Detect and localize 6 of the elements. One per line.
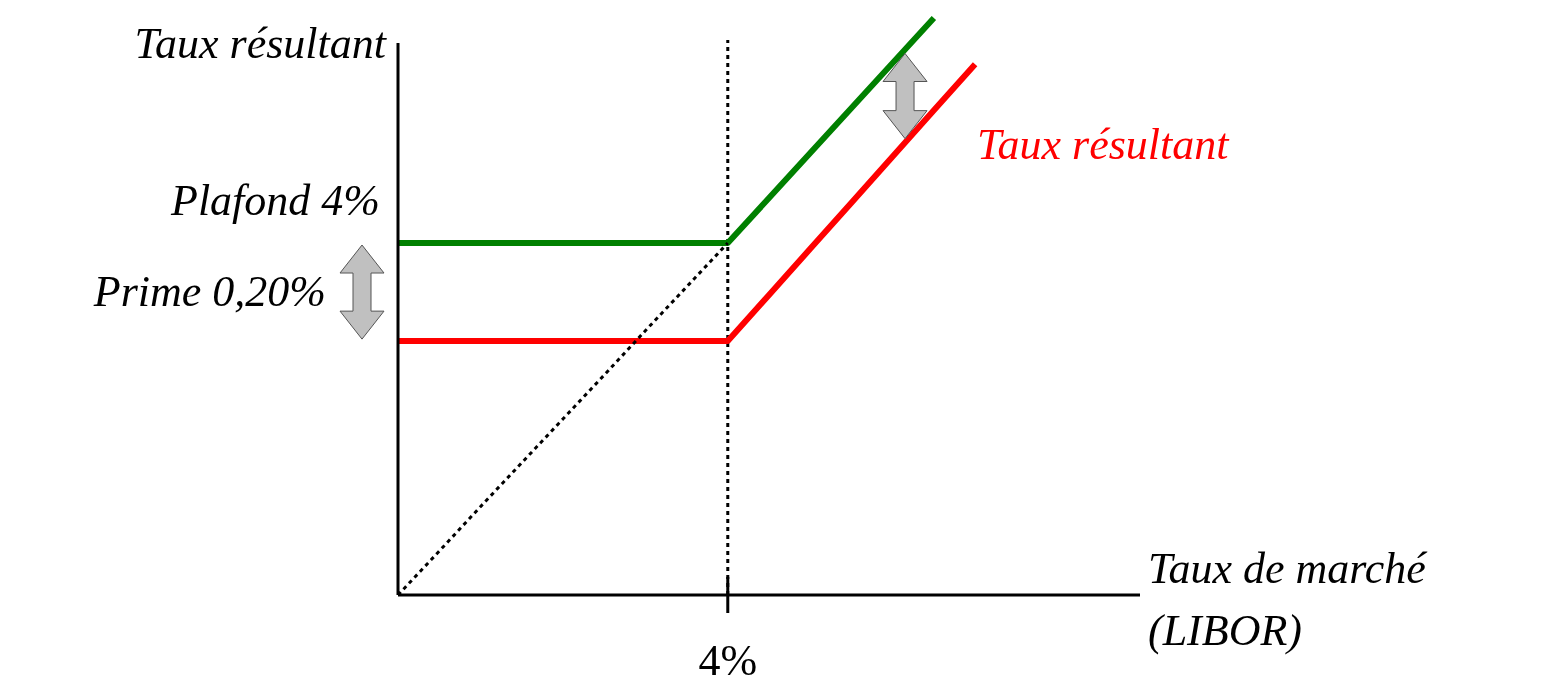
text: 4% (698, 636, 758, 685)
series-label: Taux résultant (977, 120, 1231, 170)
y-axis-title: Taux résultant (134, 19, 388, 68)
text: Prime 0,20% (92, 267, 326, 317)
x-axis-title: Taux de marché (LIBOR) (1148, 544, 1429, 655)
text: Plafond 4% (170, 176, 380, 226)
